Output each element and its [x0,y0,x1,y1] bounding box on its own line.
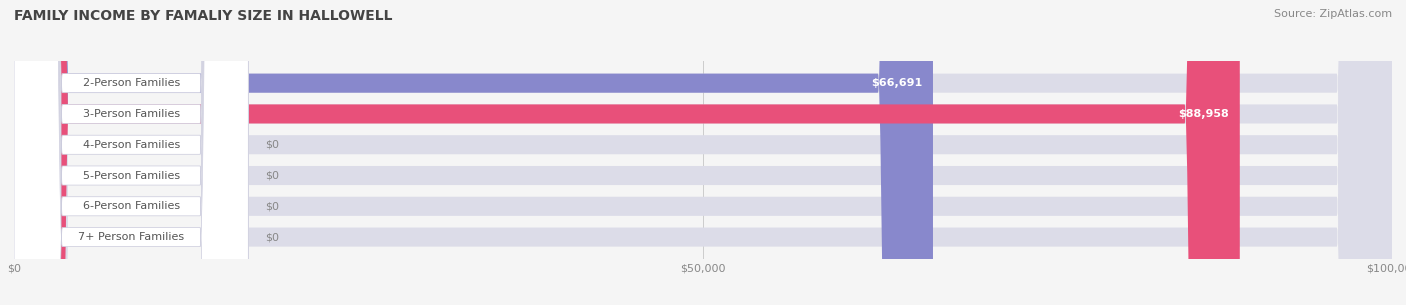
Text: $66,691: $66,691 [870,78,922,88]
Text: 2-Person Families: 2-Person Families [83,78,180,88]
Text: Source: ZipAtlas.com: Source: ZipAtlas.com [1274,9,1392,19]
FancyBboxPatch shape [14,0,1392,305]
FancyBboxPatch shape [14,0,249,305]
FancyBboxPatch shape [14,0,1392,305]
FancyBboxPatch shape [14,0,249,305]
FancyBboxPatch shape [14,0,249,305]
Text: $0: $0 [264,140,278,150]
FancyBboxPatch shape [14,0,249,305]
FancyBboxPatch shape [14,0,1392,305]
Text: 6-Person Families: 6-Person Families [83,201,180,211]
Text: $0: $0 [264,170,278,181]
Text: 7+ Person Families: 7+ Person Families [79,232,184,242]
FancyBboxPatch shape [14,0,249,305]
FancyBboxPatch shape [14,0,1392,305]
Text: 5-Person Families: 5-Person Families [83,170,180,181]
Text: FAMILY INCOME BY FAMALIY SIZE IN HALLOWELL: FAMILY INCOME BY FAMALIY SIZE IN HALLOWE… [14,9,392,23]
Text: $0: $0 [264,201,278,211]
FancyBboxPatch shape [14,0,1392,305]
FancyBboxPatch shape [14,0,1392,305]
Text: 4-Person Families: 4-Person Families [83,140,180,150]
Text: 3-Person Families: 3-Person Families [83,109,180,119]
FancyBboxPatch shape [14,0,1240,305]
FancyBboxPatch shape [14,0,249,305]
Text: $88,958: $88,958 [1178,109,1229,119]
Text: $0: $0 [264,232,278,242]
FancyBboxPatch shape [14,0,934,305]
